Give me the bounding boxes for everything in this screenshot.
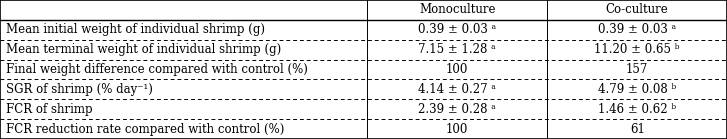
Text: 0.39 ± 0.03 ᵃ: 0.39 ± 0.03 ᵃ — [418, 23, 497, 36]
Text: 61: 61 — [630, 123, 645, 136]
Text: 100: 100 — [446, 63, 468, 76]
Text: Co-culture: Co-culture — [606, 3, 669, 16]
Text: 0.39 ± 0.03 ᵃ: 0.39 ± 0.03 ᵃ — [598, 23, 676, 36]
Text: 11.20 ± 0.65 ᵇ: 11.20 ± 0.65 ᵇ — [595, 43, 680, 56]
Text: FCR of shrimp: FCR of shrimp — [6, 103, 92, 116]
Text: SGR of shrimp (% day⁻¹): SGR of shrimp (% day⁻¹) — [6, 83, 153, 96]
Text: Mean initial weight of individual shrimp (g): Mean initial weight of individual shrimp… — [6, 23, 265, 36]
Text: Monoculture: Monoculture — [419, 3, 496, 16]
Text: 157: 157 — [626, 63, 648, 76]
Text: 100: 100 — [446, 123, 468, 136]
Text: 4.14 ± 0.27 ᵃ: 4.14 ± 0.27 ᵃ — [418, 83, 497, 96]
Text: 7.15 ± 1.28 ᵃ: 7.15 ± 1.28 ᵃ — [419, 43, 496, 56]
Text: 1.46 ± 0.62 ᵇ: 1.46 ± 0.62 ᵇ — [598, 103, 676, 116]
Text: Final weight difference compared with control (%): Final weight difference compared with co… — [6, 63, 308, 76]
Text: Mean terminal weight of individual shrimp (g): Mean terminal weight of individual shrim… — [6, 43, 281, 56]
Text: 4.79 ± 0.08 ᵇ: 4.79 ± 0.08 ᵇ — [598, 83, 676, 96]
Text: FCR reduction rate compared with control (%): FCR reduction rate compared with control… — [6, 123, 284, 136]
Text: 2.39 ± 0.28 ᵃ: 2.39 ± 0.28 ᵃ — [419, 103, 496, 116]
